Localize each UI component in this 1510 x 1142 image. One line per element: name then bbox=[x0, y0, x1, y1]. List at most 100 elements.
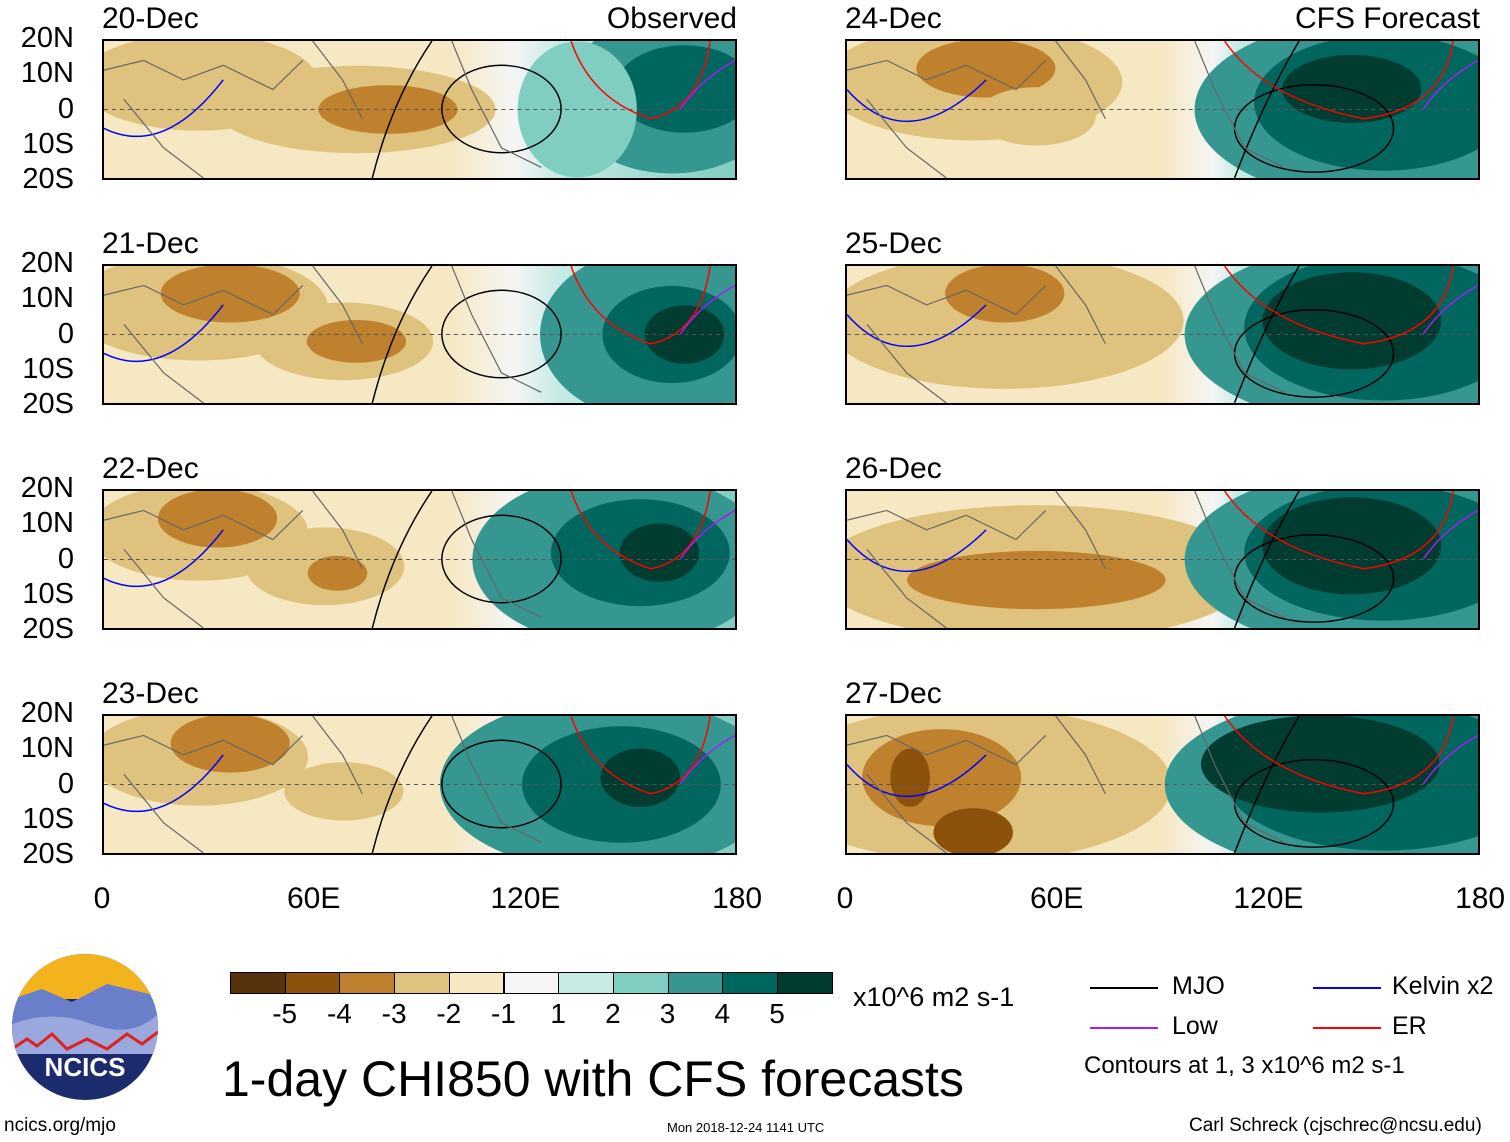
low-contour bbox=[679, 509, 735, 560]
colorbar-swatch bbox=[558, 972, 614, 994]
forecast-header: CFS Forecast bbox=[1294, 2, 1480, 35]
kelvin-contour bbox=[847, 79, 987, 122]
panel-date: 25-Dec bbox=[845, 227, 942, 260]
panel-date: 21-Dec bbox=[102, 227, 199, 260]
colorbar-label: 4 bbox=[714, 998, 731, 1029]
mjo-contour bbox=[1233, 266, 1300, 403]
coastline bbox=[104, 491, 542, 628]
mjo-contour bbox=[1233, 41, 1300, 178]
er-contour bbox=[1223, 716, 1454, 795]
map-panel-27-Dec bbox=[845, 714, 1480, 855]
y-tick-label: 10N bbox=[20, 57, 74, 90]
y-tick-label: 0 bbox=[57, 317, 74, 350]
logo-text: NCICS bbox=[45, 1052, 126, 1082]
legend-line-low bbox=[1090, 1027, 1158, 1029]
x-tick-label: 180 bbox=[712, 882, 763, 915]
y-tick-label: 10S bbox=[22, 802, 74, 835]
anomaly-region bbox=[1282, 54, 1422, 123]
mjo-contour bbox=[441, 289, 562, 379]
kelvin-contour bbox=[847, 304, 987, 347]
anomaly-region bbox=[862, 729, 1022, 827]
er-contour bbox=[570, 491, 711, 570]
mjo-contour bbox=[1233, 716, 1300, 853]
kelvin-contour bbox=[847, 529, 987, 572]
low-contour bbox=[1422, 734, 1478, 785]
coastline bbox=[847, 716, 1285, 853]
kelvin-contour bbox=[104, 304, 224, 362]
mjo-contour bbox=[371, 491, 433, 628]
colorbar-label: -4 bbox=[326, 998, 352, 1029]
mjo-contour bbox=[371, 266, 433, 403]
legend-line-er bbox=[1313, 1027, 1381, 1029]
low-contour bbox=[1422, 284, 1478, 335]
mjo-contour bbox=[371, 41, 433, 178]
y-tick-label: 10N bbox=[20, 282, 74, 315]
colorbar-swatch bbox=[339, 972, 396, 994]
panel-date: 27-Dec bbox=[845, 677, 942, 710]
x-tick-label: 60E bbox=[1029, 882, 1084, 915]
panel-date: 24-Dec bbox=[845, 2, 942, 35]
legend-line-kelvin bbox=[1313, 987, 1381, 989]
y-tick-label: 10N bbox=[20, 507, 74, 540]
y-tick-label: 10S bbox=[22, 352, 74, 385]
mjo-contour bbox=[441, 64, 562, 154]
coastline bbox=[104, 266, 542, 403]
map-panel-25-Dec bbox=[845, 264, 1480, 405]
y-tick-label: 20S bbox=[22, 838, 74, 870]
map-panel-22-Dec bbox=[102, 489, 737, 630]
er-contour bbox=[1223, 266, 1454, 345]
colorbar-swatch bbox=[667, 972, 724, 994]
panel-date: 23-Dec bbox=[102, 677, 199, 710]
y-tick-label: 20N bbox=[20, 697, 74, 729]
mjo-contour bbox=[371, 716, 433, 853]
colorbar-label: -2 bbox=[436, 998, 462, 1029]
y-tick-label: 20N bbox=[20, 22, 74, 54]
colorbar-swatch bbox=[722, 972, 778, 994]
low-contour bbox=[679, 59, 735, 110]
colorbar-units: x10^6 m2 s-1 bbox=[853, 982, 1015, 1012]
anomaly-region bbox=[916, 41, 1056, 98]
y-tick-label: 20S bbox=[22, 613, 74, 645]
er-contour bbox=[570, 266, 711, 345]
x-tick-label: 180 bbox=[1455, 882, 1506, 915]
mjo-contour bbox=[441, 514, 562, 604]
y-tick-label: 20N bbox=[20, 247, 74, 279]
map-panel-24-Dec bbox=[845, 39, 1480, 180]
footer-site[interactable]: ncics.org/mjo bbox=[4, 1115, 116, 1136]
chart-title: 1-day CHI850 with CFS forecasts bbox=[222, 1051, 964, 1107]
y-tick-label: 10S bbox=[22, 577, 74, 610]
colorbar-label: -1 bbox=[491, 998, 516, 1029]
map-panel-23-Dec bbox=[102, 714, 737, 855]
anomaly-region bbox=[284, 762, 404, 821]
colorbar-swatch bbox=[777, 972, 833, 994]
colorbar-label: -3 bbox=[381, 998, 407, 1029]
footer-timestamp: Mon 2018-12-24 1141 UTC bbox=[667, 1120, 825, 1135]
colorbar-label: 3 bbox=[659, 998, 676, 1029]
colorbar-label: 2 bbox=[605, 998, 621, 1029]
panel-date: 20-Dec bbox=[102, 2, 199, 35]
panel-date: 22-Dec bbox=[102, 452, 199, 485]
colorbar-swatch bbox=[394, 972, 450, 994]
anomaly-region bbox=[306, 319, 407, 363]
x-tick-label: 0 bbox=[93, 882, 111, 915]
anomaly-region bbox=[907, 550, 1166, 610]
low-contour bbox=[679, 734, 735, 785]
kelvin-contour bbox=[104, 79, 224, 137]
mjo-contour bbox=[441, 739, 562, 829]
colorbar-swatch bbox=[284, 972, 341, 994]
low-contour bbox=[679, 284, 735, 335]
colorbar-swatch bbox=[503, 972, 560, 994]
anomaly-region bbox=[847, 266, 1184, 389]
er-contour bbox=[1223, 41, 1454, 120]
y-tick-label: 20N bbox=[20, 472, 74, 504]
y-tick-label: 0 bbox=[57, 767, 74, 800]
colorbar-label: 1 bbox=[550, 998, 566, 1029]
legend-label-er: ER bbox=[1392, 1012, 1427, 1040]
map-panel-21-Dec bbox=[102, 264, 737, 405]
er-contour bbox=[570, 716, 711, 795]
coastline bbox=[847, 491, 1285, 628]
anomaly-region bbox=[890, 748, 930, 807]
legend-line-mjo bbox=[1090, 987, 1158, 989]
low-contour bbox=[1422, 509, 1478, 560]
anomaly-region bbox=[1262, 272, 1442, 370]
